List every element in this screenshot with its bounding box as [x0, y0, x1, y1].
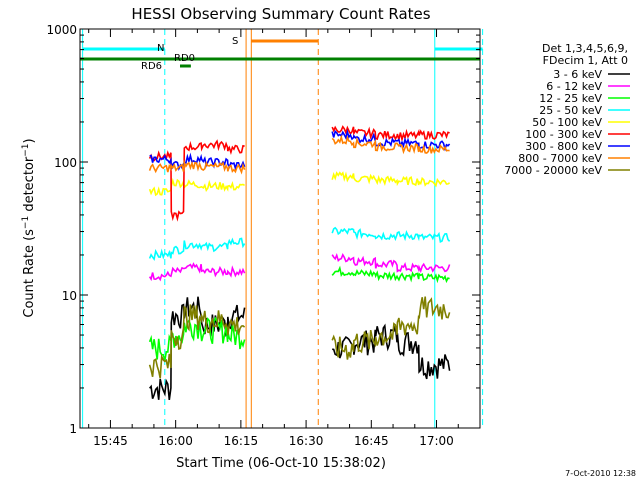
x-tick-label: 16:15 — [224, 434, 259, 448]
series-4 — [148, 171, 451, 197]
y-tick-label: 1000 — [46, 23, 77, 37]
legend-label: 6 - 12 keV — [546, 80, 602, 93]
x-tick-label: 16:45 — [354, 434, 389, 448]
y-tick-label: 100 — [54, 156, 77, 170]
series-3 — [148, 226, 451, 262]
y-tick-label: 10 — [62, 289, 77, 303]
series-line-segment — [148, 262, 246, 282]
series-line-segment — [148, 159, 246, 175]
x-tick-label: 16:30 — [289, 434, 324, 448]
legend-label: 100 - 300 keV — [525, 128, 602, 141]
legend-label: 300 - 800 keV — [525, 140, 602, 153]
x-axis-label: Start Time (06-Oct-10 15:38:02) — [176, 456, 386, 471]
series-line-segment — [331, 171, 451, 188]
s-label: S — [232, 36, 238, 47]
x-tick-label: 16:00 — [158, 434, 193, 448]
series-line-segment — [331, 265, 450, 284]
x-tick-label: 17:00 — [419, 434, 454, 448]
series-line-segment — [331, 296, 451, 360]
rd0-label: RD0 — [174, 53, 195, 64]
series-7 — [148, 134, 450, 175]
axes: 1 10 100 1000 15:45 16:00 16:15 16:30 16:45 17:00 — [46, 23, 481, 448]
y-label-main: Count Rate (s — [22, 229, 37, 318]
chart-title: HESSI Observing Summary Count Rates — [131, 5, 430, 23]
timestamp: 7-Oct-2010 12:38 — [565, 469, 636, 478]
n-label: N — [157, 43, 164, 54]
plot-frame — [79, 28, 481, 429]
legend-header-1: Det 1,3,4,5,6,9, — [542, 42, 628, 55]
legend-label: 3 - 6 keV — [553, 68, 602, 81]
y-label-mid: detector — [22, 156, 37, 216]
series-line-segment — [331, 125, 450, 143]
series-line-segment — [149, 152, 246, 172]
legend-label: 12 - 25 keV — [539, 92, 602, 105]
y-tick-label: 1 — [69, 422, 77, 436]
y-label-end: ) — [22, 138, 37, 143]
series-line-segment — [148, 237, 246, 262]
x-tick-label: 15:45 — [93, 434, 128, 448]
series-8 — [148, 296, 451, 379]
legend-label: 800 - 7000 keV — [518, 152, 602, 165]
y-label-exp1: −1 — [21, 216, 31, 229]
series-line-segment — [331, 134, 450, 155]
series-line-segment — [148, 177, 245, 197]
legend-label: 50 - 100 keV — [532, 116, 602, 129]
y-axis-label: Count Rate (s−1 detector−1) — [21, 138, 37, 317]
legend-label: 25 - 50 keV — [539, 104, 602, 117]
legend: Det 1,3,4,5,6,9, FDecim 1, Att 0 3 - 6 k… — [504, 42, 630, 177]
rd6-label: RD6 — [141, 61, 162, 72]
series-lines — [148, 125, 451, 401]
y-label-exp2: −1 — [21, 143, 31, 156]
legend-label: 7000 - 20000 keV — [504, 164, 602, 177]
legend-header-2: FDecim 1, Att 0 — [543, 54, 628, 67]
series-line-segment — [331, 252, 451, 274]
series-1 — [148, 252, 451, 282]
series-line-segment — [148, 304, 246, 379]
series-line-segment — [331, 226, 451, 243]
